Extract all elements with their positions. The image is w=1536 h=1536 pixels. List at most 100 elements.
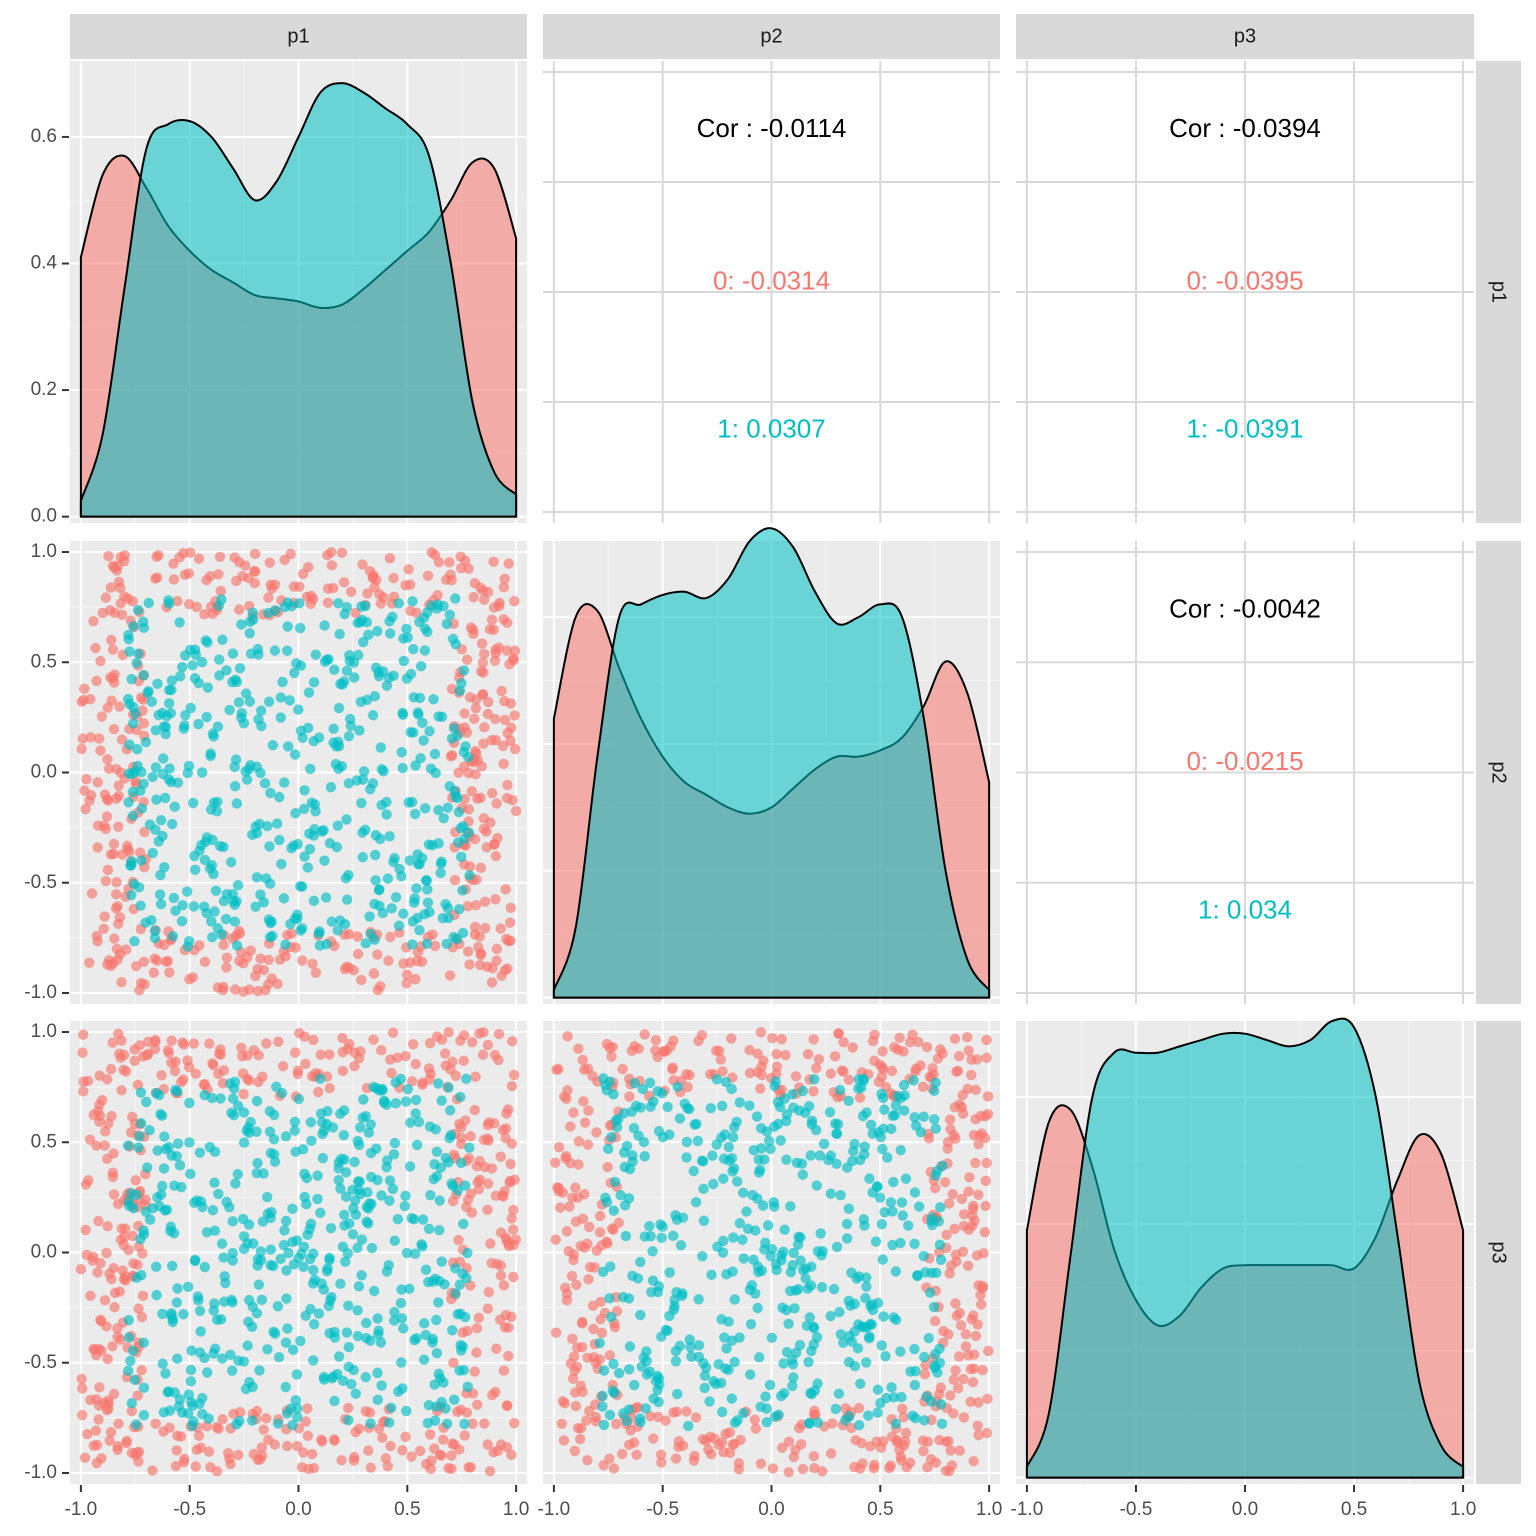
point-group-1 [417, 717, 428, 729]
point-group-1 [718, 1235, 729, 1247]
point-group-1 [132, 743, 143, 755]
point-group-1 [930, 1077, 941, 1089]
point-group-0 [453, 1234, 464, 1246]
point-group-0 [149, 953, 160, 964]
point-group-1 [184, 1137, 195, 1148]
point-group-1 [757, 1200, 769, 1211]
point-group-1 [306, 1135, 317, 1147]
point-group-1 [340, 1256, 351, 1267]
point-group-1 [360, 824, 371, 836]
point-group-0 [349, 1061, 360, 1072]
point-group-0 [329, 1435, 340, 1446]
point-group-1 [422, 884, 433, 895]
point-group-0 [972, 1319, 983, 1330]
point-group-1 [238, 1356, 250, 1367]
point-group-0 [955, 1320, 967, 1331]
point-group-1 [324, 1254, 335, 1266]
point-group-1 [281, 1408, 293, 1419]
point-group-0 [628, 1437, 640, 1448]
point-group-1 [256, 1294, 268, 1306]
point-group-0 [193, 553, 205, 564]
point-group-1 [227, 1216, 238, 1227]
point-group-0 [949, 1102, 961, 1113]
point-group-1 [338, 1129, 349, 1141]
point-group-1 [909, 1187, 921, 1198]
point-group-0 [954, 1351, 965, 1362]
point-group-1 [158, 1163, 170, 1174]
point-group-1 [244, 627, 255, 639]
point-group-0 [199, 608, 210, 620]
point-group-1 [262, 1191, 273, 1203]
point-group-1 [202, 682, 214, 693]
point-group-1 [833, 1388, 845, 1399]
point-group-1 [238, 1231, 250, 1242]
point-group-0 [81, 774, 92, 785]
point-group-1 [293, 1253, 304, 1264]
point-group-1 [201, 832, 213, 843]
point-group-0 [967, 1377, 979, 1388]
point-group-0 [248, 1045, 260, 1056]
point-group-1 [912, 1270, 923, 1282]
point-group-1 [838, 1337, 849, 1348]
point-group-1 [267, 739, 279, 751]
point-group-0 [93, 1215, 104, 1227]
point-group-1 [418, 735, 429, 746]
point-group-0 [218, 939, 229, 951]
point-group-1 [183, 935, 195, 947]
point-group-1 [157, 1308, 168, 1320]
point-group-1 [697, 1156, 709, 1167]
point-group-1 [243, 1294, 255, 1306]
point-group-0 [425, 1068, 436, 1079]
point-group-1 [280, 1215, 292, 1227]
point-group-1 [171, 1297, 183, 1308]
point-group-0 [263, 592, 274, 603]
point-group-0 [101, 811, 113, 822]
point-group-1 [638, 1352, 649, 1363]
point-group-0 [808, 1451, 820, 1462]
point-group-1 [128, 718, 139, 729]
point-group-1 [417, 852, 428, 864]
point-group-0 [282, 929, 293, 941]
point-group-1 [158, 721, 170, 732]
point-group-0 [925, 1454, 937, 1465]
point-group-1 [283, 1247, 294, 1259]
point-group-0 [485, 817, 496, 828]
point-group-1 [397, 707, 408, 719]
point-group-1 [236, 712, 247, 723]
point-group-0 [103, 551, 114, 562]
point-group-0 [410, 973, 421, 985]
point-group-1 [627, 1270, 638, 1282]
point-group-0 [802, 1049, 814, 1060]
strip-right-p2 [1476, 541, 1521, 1004]
point-group-0 [497, 1190, 508, 1201]
point-group-1 [393, 598, 404, 609]
point-group-0 [983, 1345, 994, 1357]
point-group-0 [151, 551, 162, 562]
point-group-1 [923, 1332, 934, 1344]
point-group-1 [879, 1207, 890, 1218]
point-group-0 [372, 984, 384, 996]
strip-top-p1 [70, 14, 527, 59]
point-group-0 [482, 1178, 494, 1189]
point-group-0 [583, 1274, 594, 1285]
point-group-0 [509, 595, 520, 607]
point-group-1 [201, 1227, 213, 1238]
y-tick-label: -1.0 [24, 982, 57, 1003]
point-group-1 [729, 1356, 740, 1368]
point-group-0 [972, 1420, 983, 1432]
density-area-p3-group-1 [1025, 1017, 1465, 1479]
point-group-0 [783, 1466, 794, 1478]
point-group-1 [356, 1234, 368, 1245]
point-group-1 [344, 1218, 355, 1229]
point-group-1 [385, 1402, 397, 1413]
correlation-group-1-p2-p3: 1: 0.034 [1198, 894, 1292, 924]
point-group-1 [639, 1151, 650, 1162]
point-group-0 [749, 1414, 760, 1425]
point-group-1 [781, 1304, 792, 1316]
point-group-1 [356, 797, 367, 809]
point-group-0 [184, 1061, 195, 1073]
point-group-1 [333, 598, 344, 609]
point-group-0 [502, 779, 513, 791]
point-group-1 [307, 1278, 319, 1289]
point-group-0 [258, 1424, 269, 1435]
